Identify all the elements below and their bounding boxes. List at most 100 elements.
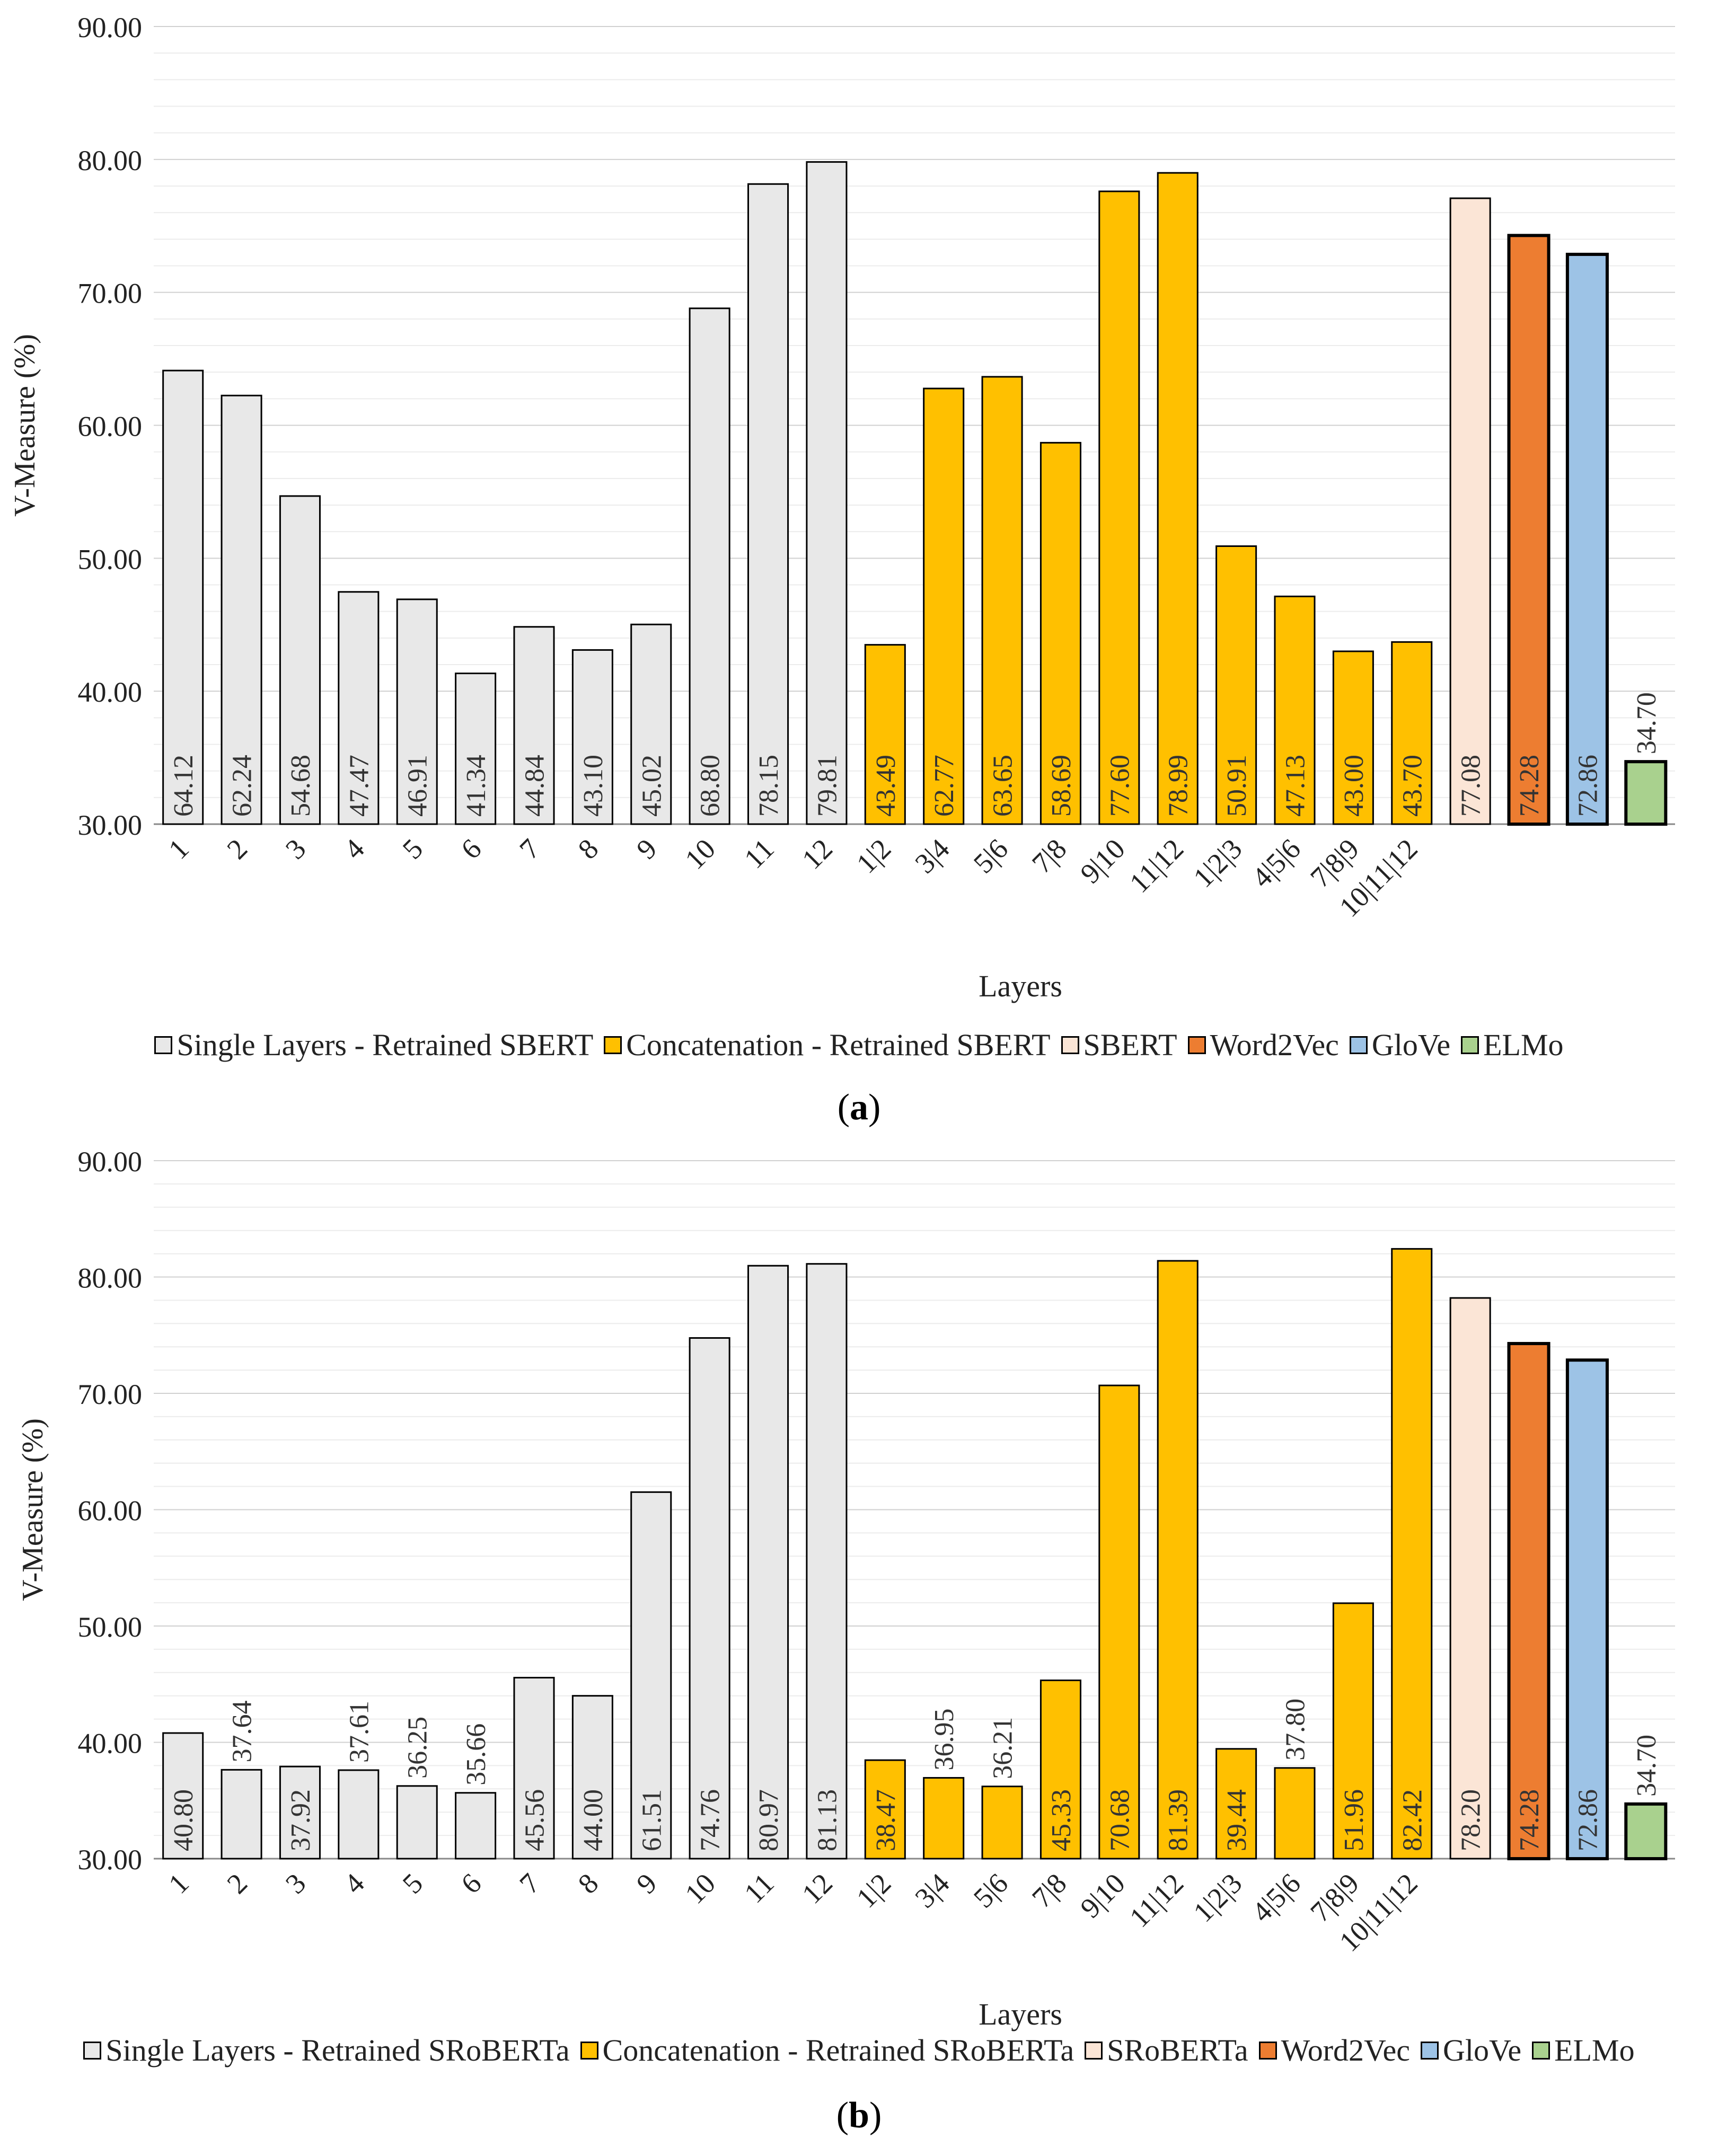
y-tick-label: 70.00 [78, 1379, 143, 1410]
bar-data-label: 43.00 [1339, 755, 1369, 817]
bar-data-label: 36.21 [988, 1717, 1018, 1779]
bar [689, 1337, 730, 1860]
x-tick-label: 6 [455, 1867, 488, 1900]
legend-swatch [1085, 2041, 1103, 2060]
bar [1449, 1297, 1491, 1860]
legend-label: Single Layers - Retrained SBERT [177, 1028, 594, 1062]
panel-letter: a [850, 1087, 868, 1128]
x-tick-label: 10 [679, 833, 722, 876]
legend-label: ELMo [1483, 1028, 1564, 1062]
bar [513, 1676, 555, 1860]
legend-label: SBERT [1083, 1028, 1177, 1062]
bar-data-label: 45.56 [520, 1789, 550, 1851]
x-axis-title: Layers [979, 1997, 1062, 2031]
bar-data-label: 37.64 [227, 1700, 258, 1762]
bar [1565, 252, 1609, 826]
bar-data-label: 34.70 [1632, 692, 1662, 754]
x-tick-label: 5|6 [967, 1867, 1014, 1914]
bar-data-label: 35.66 [461, 1724, 491, 1786]
x-tick-label: 11 [738, 1867, 780, 1909]
bar [806, 1263, 848, 1860]
legend-swatch [1420, 2041, 1439, 2060]
bar [1624, 1802, 1668, 1860]
bar [1449, 197, 1491, 825]
legend-label: Concatenation - Retrained SBERT [626, 1028, 1051, 1062]
bar [981, 1786, 1023, 1860]
legend-item: SBERT [1061, 1027, 1177, 1063]
x-tick-label: 1 [162, 833, 195, 865]
x-tick-label: 12 [796, 1867, 839, 1910]
x-tick-label: 9|10 [1074, 1867, 1131, 1924]
legend-label: SRoBERTa [1107, 2033, 1248, 2067]
bar [279, 495, 321, 825]
bar [1098, 190, 1140, 825]
x-tick-label: 1|2|3 [1187, 833, 1248, 894]
bar-data-label: 68.80 [695, 755, 726, 817]
bar-data-label: 44.00 [578, 1789, 609, 1851]
bar-data-label: 34.70 [1632, 1735, 1662, 1797]
bar [923, 387, 965, 825]
bar-data-label: 36.25 [403, 1717, 433, 1779]
bar-data-label: 78.99 [1164, 755, 1194, 817]
x-tick-label: 9 [630, 1867, 663, 1900]
y-tick-label: 40.00 [78, 1728, 143, 1760]
x-tick-label: 10 [679, 1867, 722, 1910]
legend-item: Single Layers - Retrained SRoBERTa [83, 2033, 570, 2068]
bar [630, 623, 672, 825]
bar [747, 1265, 789, 1860]
legend-a: Single Layers - Retrained SBERT Concaten… [0, 1027, 1718, 1063]
y-tick-label: 90.00 [78, 12, 143, 43]
legend-label: ELMo [1554, 2033, 1635, 2067]
bar-data-label: 44.84 [520, 755, 550, 817]
bar-data-label: 62.77 [929, 755, 959, 817]
bar-data-label: 36.95 [929, 1708, 959, 1770]
legend-swatch [1187, 1036, 1206, 1054]
x-tick-label: 9|10 [1074, 833, 1131, 889]
x-tick-label: 5|6 [967, 833, 1014, 879]
x-tick-label: 1|2|3 [1187, 1867, 1248, 1928]
bar [1507, 234, 1550, 826]
x-tick-label: 5 [397, 833, 429, 865]
bar-data-label: 51.96 [1339, 1789, 1369, 1851]
legend-label: GloVe [1442, 2033, 1522, 2067]
bar [1274, 595, 1316, 825]
bar-data-label: 77.08 [1456, 755, 1486, 817]
bar [1274, 1767, 1316, 1860]
bar [455, 1792, 497, 1860]
bar [689, 307, 730, 825]
bar [571, 649, 613, 825]
y-tick-label: 50.00 [78, 543, 143, 575]
x-tick-label: 1|2 [850, 1867, 897, 1914]
legend-item: ELMo [1532, 2033, 1635, 2068]
bar [1157, 1260, 1199, 1860]
legend-label: Single Layers - Retrained SRoBERTa [105, 2033, 570, 2067]
bar-data-label: 58.69 [1046, 755, 1077, 817]
legend-label: Concatenation - Retrained SRoBERTa [602, 2033, 1074, 2067]
bar [1332, 650, 1374, 825]
panel-label-a: (a) [837, 1087, 881, 1128]
y-tick-label: 40.00 [78, 676, 143, 708]
x-tick-label: 11|12 [1123, 1867, 1190, 1933]
bar [1157, 172, 1199, 825]
x-tick-label: 2 [221, 1867, 254, 1900]
bar [1039, 441, 1081, 825]
bar-data-label: 62.24 [227, 755, 258, 817]
bar-data-label: 50.91 [1222, 755, 1252, 817]
bar-data-label: 39.44 [1222, 1789, 1252, 1851]
bar-data-label: 74.76 [695, 1789, 726, 1851]
y-tick-label: 30.00 [78, 809, 143, 841]
legend-item: Word2Vec [1258, 2033, 1410, 2068]
bar-data-label: 78.20 [1456, 1789, 1486, 1851]
legend-item: Word2Vec [1187, 1027, 1339, 1063]
bar [396, 1785, 438, 1860]
y-tick-label: 60.00 [78, 411, 143, 443]
bar-data-label: 37.61 [344, 1701, 374, 1763]
y-tick-label: 30.00 [78, 1844, 143, 1876]
y-tick-label: 80.00 [78, 1262, 143, 1294]
bar-data-label: 41.34 [461, 755, 491, 817]
x-tick-label: 1|2 [850, 833, 897, 879]
bar [279, 1765, 321, 1860]
bar [1098, 1384, 1140, 1860]
legend-label: Word2Vec [1281, 2033, 1410, 2067]
bar [162, 1732, 204, 1860]
